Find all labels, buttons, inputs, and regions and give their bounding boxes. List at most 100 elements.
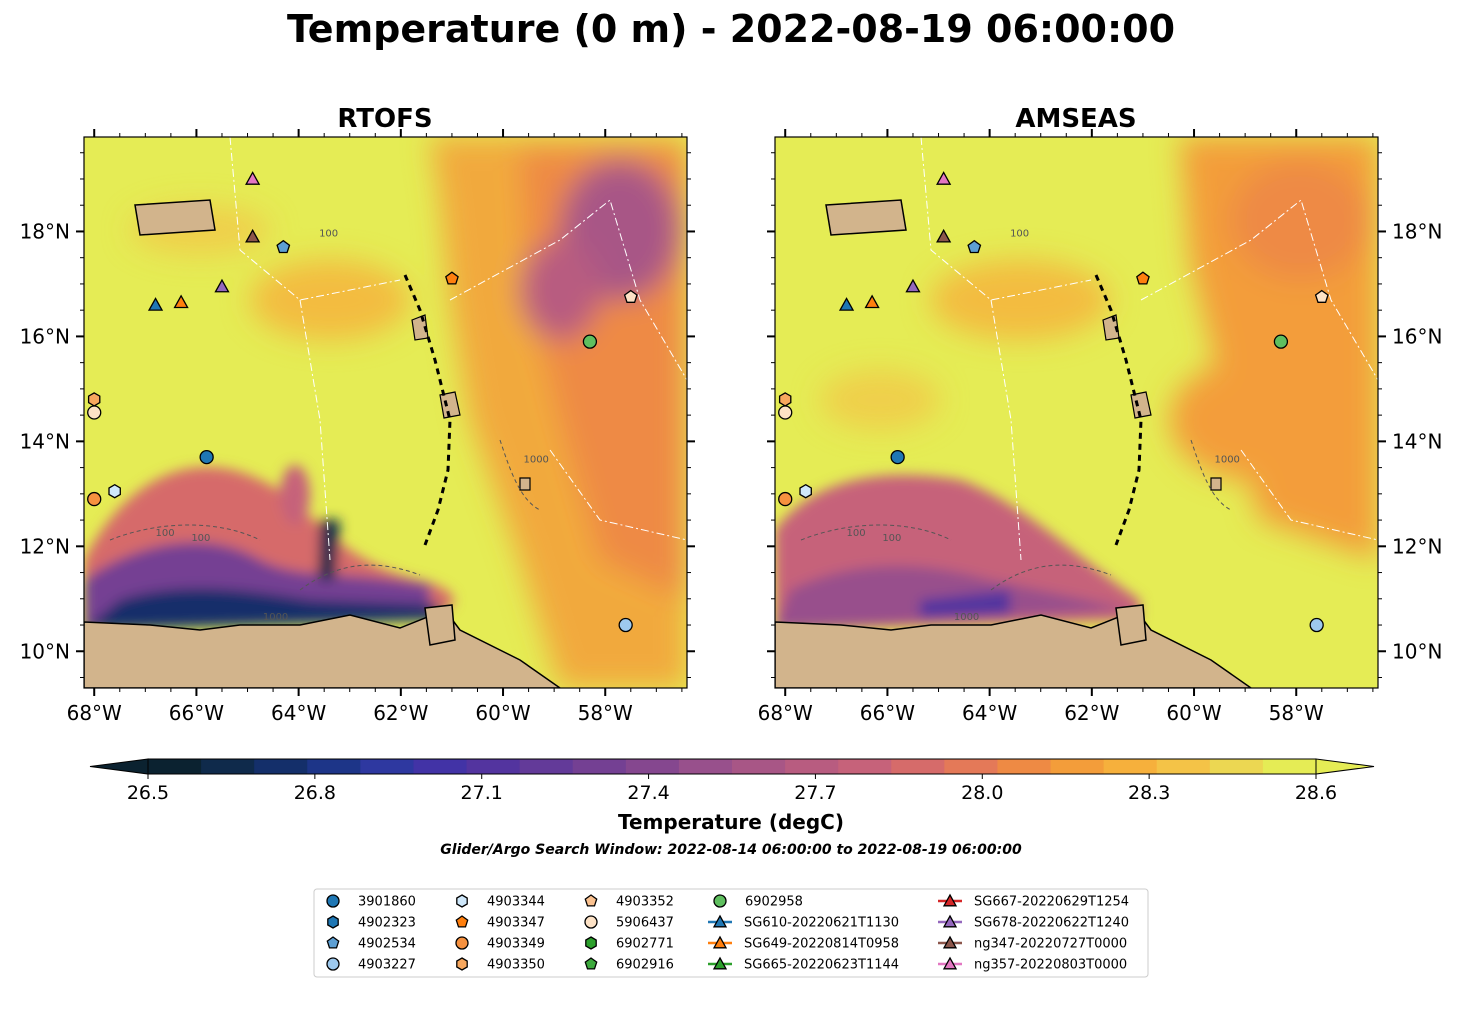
colorbar-segment [1262, 759, 1317, 774]
lat-tick-label: 16°N [1392, 324, 1442, 348]
observation-marker [199, 449, 214, 465]
axis-ticks-rtofs: 68°W 66°W 64°W 62°W 60°W 58°W 18°N 16°N 14°N 12°N… [20, 129, 695, 725]
colorbar-tick-label: 28.6 [1295, 782, 1337, 804]
legend-marker [456, 957, 468, 971]
observation-marker [245, 171, 261, 185]
colorbar-label: Temperature (degC) [618, 810, 844, 834]
colorbar-segment [572, 759, 627, 774]
lat-tick-label: 10°N [1392, 639, 1442, 663]
observation-marker [1136, 271, 1150, 285]
colorbar-segment [148, 759, 202, 774]
legend-label: 6902916 [616, 958, 674, 973]
observation-marker [778, 491, 793, 507]
colorbar-segment [307, 759, 361, 774]
legend-marker [584, 894, 598, 907]
lat-tick-label: 12°N [1392, 534, 1442, 558]
colorbar-segment [1050, 759, 1105, 774]
legend-marker [584, 957, 598, 970]
legend-label: 4903347 [487, 916, 545, 931]
observation-marker [87, 491, 102, 507]
colorbar-segment [997, 759, 1052, 774]
legend-marker [942, 893, 958, 907]
land-puerto-rico [134, 199, 216, 236]
panel-title-rtofs: RTOFS [337, 104, 432, 134]
lon-tick-label: 58°W [1269, 701, 1324, 725]
observation-marker [173, 294, 189, 309]
observation-marker [838, 297, 855, 311]
contour-label: 100 [191, 533, 210, 544]
legend-label: ng347-20220727T0000 [974, 937, 1127, 952]
bathymetry-contour [800, 439, 1232, 591]
observation-marker [245, 228, 261, 243]
land-trinidad [424, 604, 456, 646]
legend-label: 4903352 [616, 895, 674, 910]
lon-tick-label: 64°W [271, 701, 326, 725]
lon-tick-label: 62°W [1064, 701, 1119, 725]
amseas-map [775, 137, 1378, 688]
observation-marker [1309, 617, 1324, 633]
axis-ticks-amseas: 68°W 66°W 64°W 62°W 60°W 58°W 18°N 16°N 14°N 12°N… [758, 129, 1442, 725]
observation-marker [582, 334, 598, 349]
colorbar-segment [891, 759, 945, 774]
legend-marker [326, 957, 340, 971]
colorbar-frame [147, 758, 1317, 775]
contour-label: 100 [1010, 229, 1029, 240]
colorbar-segment [785, 759, 839, 774]
legend-label: 4902323 [358, 916, 416, 931]
colorbar-segment [466, 759, 521, 774]
land-barbados [1210, 477, 1222, 491]
colorbar-segment [944, 759, 998, 774]
colorbar-segment [254, 759, 308, 774]
colorbar-segment [732, 759, 786, 774]
lat-tick-label: 12°N [20, 534, 70, 558]
legend-marker [584, 915, 598, 929]
observation-markers-amseas: 100 100 1000 100 1000 [778, 171, 1329, 633]
colorbar-segment [1209, 759, 1264, 774]
observation-marker [87, 405, 102, 420]
figure-title: Temperature (0 m) - 2022-08-19 06:00:00 [287, 7, 1175, 51]
colorbar-extend-high [1315, 758, 1375, 775]
observation-marker [276, 239, 291, 254]
panel-amseas: AMSEAS 100 1 [758, 104, 1443, 725]
colorbar-tick-label: 27.7 [794, 782, 836, 804]
colorbar-segment [625, 759, 680, 774]
legend-marker [327, 915, 339, 929]
legend-marker [585, 936, 597, 950]
lat-tick-label: 14°N [20, 429, 70, 453]
panel-rtofs: RTOFS [20, 104, 695, 725]
colorbar-extend-low [89, 758, 149, 775]
observation-marker [1273, 334, 1289, 349]
legend-label: 3901860 [358, 895, 416, 910]
colorbar-tick-label: 28.0 [961, 782, 1003, 804]
legend-label: 4903344 [487, 895, 545, 910]
legend-label: SG665-20220623T1144 [744, 958, 899, 973]
sst-field-cool [775, 475, 1140, 630]
legend-label: 6902771 [616, 937, 674, 952]
legend-label: SG610-20220621T1130 [744, 916, 899, 931]
contour-label: 1000 [954, 612, 979, 623]
observation-marker [623, 289, 638, 303]
colorbar-tick-label: 26.5 [127, 782, 169, 804]
observation-marker [799, 483, 812, 499]
legend-marker [456, 894, 468, 908]
lon-tick-label: 64°W [962, 701, 1017, 725]
colorbar-segment [413, 759, 468, 774]
legend-label: SG667-20220629T1254 [974, 895, 1129, 910]
legend-marker [712, 935, 728, 949]
legend-marker [712, 956, 728, 970]
legend-marker [942, 956, 958, 970]
observation-marker [936, 228, 952, 243]
colorbar-segment [678, 759, 733, 774]
contour-label: 100 [847, 528, 866, 539]
observation-marker [618, 617, 633, 633]
contour-label: 1000 [263, 612, 288, 623]
colorbar-segment [360, 759, 414, 774]
land-puerto-rico [825, 199, 907, 236]
legend-marker [942, 914, 958, 928]
colorbar-tick-label: 27.4 [627, 782, 669, 804]
legend-label: 5906437 [616, 916, 674, 931]
lon-tick-label: 68°W [758, 701, 813, 725]
colorbar: 26.5 26.8 27.1 27.4 27.7 28.0 28.3 28.6 [89, 758, 1375, 804]
lon-tick-label: 60°W [475, 701, 530, 725]
observation-marker [936, 171, 952, 185]
